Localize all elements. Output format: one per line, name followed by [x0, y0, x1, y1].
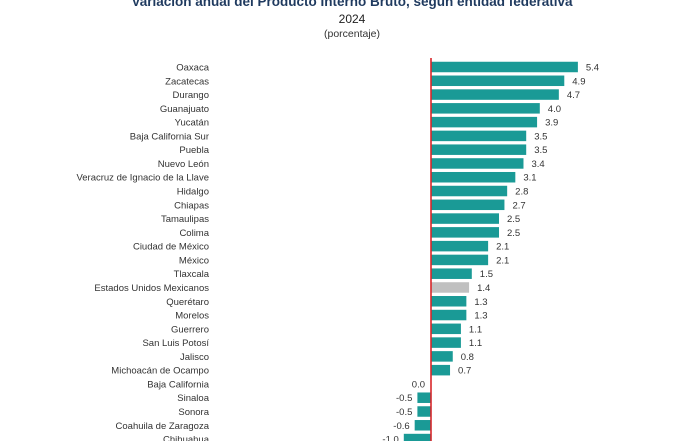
bar: [431, 75, 565, 87]
category-label: Tlaxcala: [174, 269, 210, 280]
bar: [431, 199, 505, 211]
value-label: 2.5: [507, 228, 520, 239]
bar: [431, 364, 451, 376]
bar: [431, 351, 453, 362]
category-label: Jalisco: [180, 352, 209, 363]
value-label: 4.7: [567, 90, 580, 101]
category-label: Sonora: [178, 407, 209, 418]
category-label: San Luis Potosí: [142, 338, 209, 349]
bar: [431, 144, 527, 155]
value-label: 2.8: [515, 187, 528, 198]
category-label: Sinaloa: [177, 393, 209, 404]
bar: [431, 130, 527, 142]
bar: [403, 433, 431, 441]
bar: [431, 323, 461, 335]
bar: [431, 268, 472, 279]
value-label: 3.5: [534, 145, 547, 156]
bar: [414, 420, 431, 431]
bar: [431, 185, 508, 197]
chart-title: Variación anual del Producto Interno Bru…: [131, 0, 573, 9]
category-label: Coahuila de Zaragoza: [116, 421, 210, 432]
bar: [431, 171, 516, 183]
category-label: México: [179, 255, 209, 266]
category-label: Michoacán de Ocampo: [111, 366, 209, 377]
category-label: Baja California Sur: [130, 131, 209, 142]
category-label: Morelos: [175, 311, 209, 322]
bar: [431, 158, 524, 169]
value-label: -0.6: [393, 421, 409, 432]
category-label: Hidalgo: [177, 187, 209, 198]
value-label: 1.1: [469, 324, 482, 335]
bar: [417, 392, 431, 403]
value-label: 5.4: [586, 63, 599, 74]
category-label: Baja California: [147, 379, 209, 390]
value-label: 4.0: [548, 104, 561, 115]
value-label: 1.5: [480, 269, 493, 280]
value-label: 2.7: [512, 200, 525, 211]
value-label: 4.9: [572, 76, 585, 87]
value-label: 3.9: [545, 118, 558, 129]
category-label: Tamaulipas: [161, 214, 209, 225]
bar: [431, 240, 489, 252]
category-label: Nuevo León: [158, 159, 209, 170]
bar: [431, 296, 467, 307]
bar: [431, 61, 578, 73]
category-label: Querétaro: [166, 297, 209, 308]
category-label: Estados Unidos Mexicanos: [94, 283, 209, 294]
bar: [431, 337, 461, 348]
category-label: Chihuahua: [163, 435, 210, 441]
category-label: Puebla: [179, 145, 209, 156]
value-label: 1.4: [477, 283, 490, 294]
value-label: -0.5: [396, 393, 412, 404]
value-label: -0.5: [396, 407, 412, 418]
category-label: Durango: [173, 90, 209, 101]
bar: [431, 103, 540, 114]
category-label: Guanajuato: [160, 104, 209, 115]
value-label: 2.1: [496, 242, 509, 253]
bar: [431, 282, 470, 293]
category-label: Ciudad de México: [133, 242, 209, 253]
category-label: Guerrero: [171, 324, 209, 335]
value-label: 2.1: [496, 255, 509, 266]
value-label: -1.0: [382, 435, 398, 441]
value-label: 0.8: [461, 352, 474, 363]
value-label: 0.7: [458, 366, 471, 377]
category-label: Veracruz de Ignacio de la Llave: [76, 173, 209, 184]
bar: [417, 406, 431, 417]
category-label: Zacatecas: [165, 76, 209, 87]
chart-subtitle: 2024: [339, 12, 366, 26]
value-label: 3.1: [523, 173, 536, 184]
value-label: 3.4: [531, 159, 544, 170]
value-label: 0.0: [412, 379, 425, 390]
bar: [431, 254, 489, 266]
chart-unit-label: (porcentaje): [324, 28, 380, 40]
value-label: 1.3: [474, 297, 487, 308]
bar: [431, 89, 559, 100]
value-label: 2.5: [507, 214, 520, 225]
category-label: Chiapas: [174, 200, 209, 211]
bar: [431, 116, 538, 128]
category-label: Oaxaca: [176, 63, 209, 74]
bar: [431, 227, 499, 238]
value-label: 3.5: [534, 131, 547, 142]
category-label: Colima: [179, 228, 209, 239]
value-label: 1.3: [474, 311, 487, 322]
value-label: 1.1: [469, 338, 482, 349]
bar: [431, 309, 467, 321]
bar: [431, 213, 499, 224]
category-label: Yucatán: [175, 118, 209, 129]
